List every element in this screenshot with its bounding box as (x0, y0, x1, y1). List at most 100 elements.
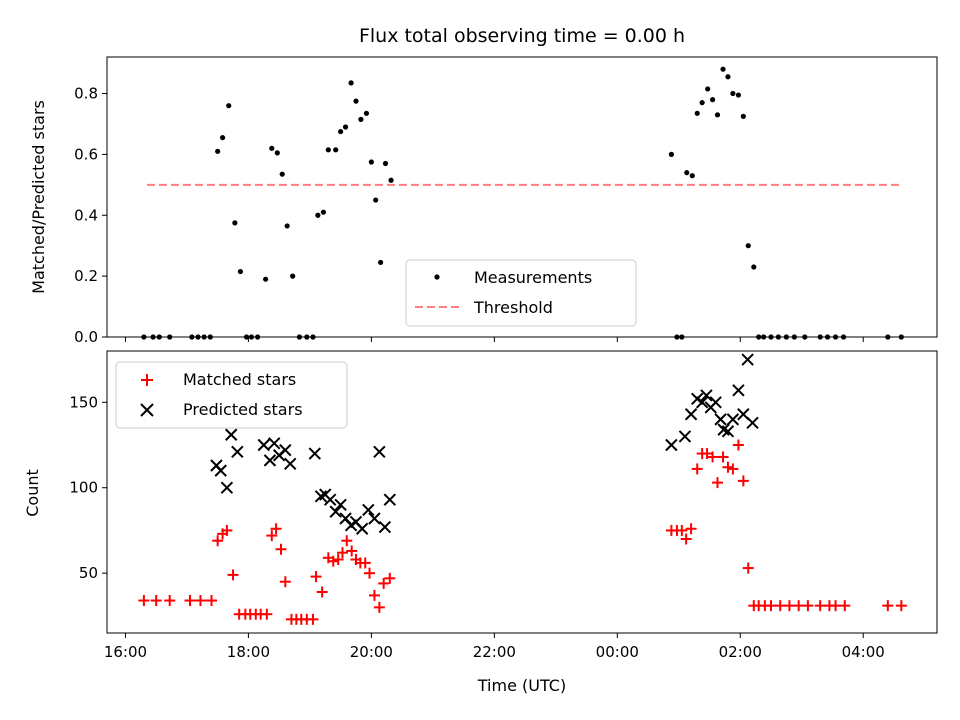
predicted-star-point (709, 396, 722, 409)
bottom-panel: Count Time (UTC) 16:00 18:00 20:00 22:00 00:… (23, 350, 938, 695)
top-legend-box (405, 259, 637, 327)
top-axes-frame (106, 56, 938, 338)
matched-star-point (212, 535, 224, 547)
bottom-x-tick-label: 16:00 (104, 643, 147, 661)
measurement-point (325, 147, 331, 153)
matched-star-point (368, 589, 380, 601)
bottom-x-tick-label: 18:00 (227, 643, 270, 661)
matched-star-point (717, 451, 729, 463)
bottom-axes-frame (106, 350, 938, 634)
predicted-star-point (257, 438, 270, 452)
measurement-point (740, 113, 746, 119)
predicted-star-point (695, 396, 709, 409)
predicted-star-point (726, 413, 740, 426)
measurement-point (320, 209, 327, 215)
bottom-y-tick-label: 150 (69, 393, 98, 411)
matched-star-point (364, 567, 376, 579)
top-y-tick-label: 0.4 (74, 206, 98, 224)
matched-star-point (378, 577, 390, 589)
legend-threshold-label: Threshold (473, 298, 553, 317)
measurement-point (714, 112, 721, 118)
matched-star-point (691, 463, 703, 475)
top-y-axis-label: Matched/Predicted stars (29, 100, 48, 294)
predicted-star-point (665, 438, 678, 452)
measurement-point (377, 259, 384, 266)
matched-star-point (676, 524, 688, 536)
matched-star-point (310, 571, 322, 583)
predicted-star-point (224, 428, 238, 441)
top-y-tick-label: 0.8 (74, 85, 98, 103)
matched-star-point (279, 576, 291, 588)
predicted-star-point (263, 454, 277, 467)
legend-measurements-label: Measurements (474, 268, 592, 287)
bottom-legend: Matched stars Predicted stars (115, 361, 348, 429)
bottom-x-tick-label: 22:00 (473, 643, 516, 661)
matched-star-point (275, 543, 287, 555)
matched-star-point (373, 601, 385, 613)
predicted-star-point (378, 520, 392, 534)
measurement-point (315, 212, 321, 218)
matched-star-point (332, 554, 344, 566)
measurement-point (353, 98, 359, 104)
measurement-point (735, 92, 742, 98)
measurement-point (342, 124, 349, 130)
matched-star-point (194, 595, 206, 607)
predicted-star-point (383, 493, 397, 506)
matched-star-point (814, 600, 826, 612)
matched-star-point (774, 600, 786, 612)
predicted-star-point (373, 445, 386, 459)
matched-star-point (701, 448, 713, 460)
matched-star-point (270, 523, 282, 535)
measurement-point (705, 86, 711, 92)
bottom-x-tick-label: 04:00 (842, 643, 885, 661)
matched-star-point (307, 613, 319, 625)
measurement-point (694, 110, 700, 116)
measurement-point (382, 160, 389, 167)
matched-star-point (830, 600, 842, 612)
matched-star-point (895, 600, 907, 612)
predicted-star-point (284, 457, 297, 471)
predicted-star-point (678, 430, 692, 443)
bottom-axes-content: 16:00 18:00 20:00 22:00 00:00 02:00 04:00 50 100… (69, 353, 907, 661)
measurement-point (290, 273, 296, 279)
measurement-point (668, 151, 675, 157)
top-y-tick-label: 0.6 (74, 145, 98, 163)
legend-matched-marker (141, 374, 153, 386)
legend-matched-label: Matched stars (183, 370, 296, 389)
matched-star-point (221, 524, 233, 536)
measurement-point (699, 100, 705, 106)
bottom-y-tick-label: 100 (69, 479, 98, 497)
bottom-y-axis-label: Count (23, 469, 42, 517)
matched-star-point (266, 530, 278, 542)
measurement-point (215, 148, 221, 154)
predicted-star-point (214, 464, 227, 477)
top-y-tick-label: 0.0 (74, 328, 98, 346)
legend-predicted-label: Predicted stars (183, 400, 303, 419)
predicted-star-point (721, 425, 735, 438)
measurement-point (274, 150, 280, 156)
measurement-point (358, 116, 364, 122)
measurement-point (745, 243, 751, 249)
measurement-point (689, 173, 695, 179)
matched-star-point (727, 463, 739, 475)
matched-star-point (227, 569, 239, 581)
matched-star-point (150, 595, 162, 607)
matched-star-point (359, 557, 371, 569)
measurement-point (368, 159, 374, 165)
measurement-point (232, 220, 238, 226)
matched-star-point (261, 608, 273, 620)
bottom-x-tick-label: 00:00 (596, 643, 639, 661)
measurement-point (751, 264, 757, 270)
measurement-point (725, 74, 731, 80)
matched-star-point (722, 461, 734, 473)
matched-star-point (783, 600, 795, 612)
matched-star-point (384, 572, 396, 584)
matched-star-point (737, 475, 749, 487)
measurement-point (284, 223, 290, 229)
predicted-star-point (732, 384, 745, 397)
measurement-point (226, 103, 232, 109)
measurement-point (388, 177, 394, 183)
predicted-star-point (368, 512, 381, 525)
